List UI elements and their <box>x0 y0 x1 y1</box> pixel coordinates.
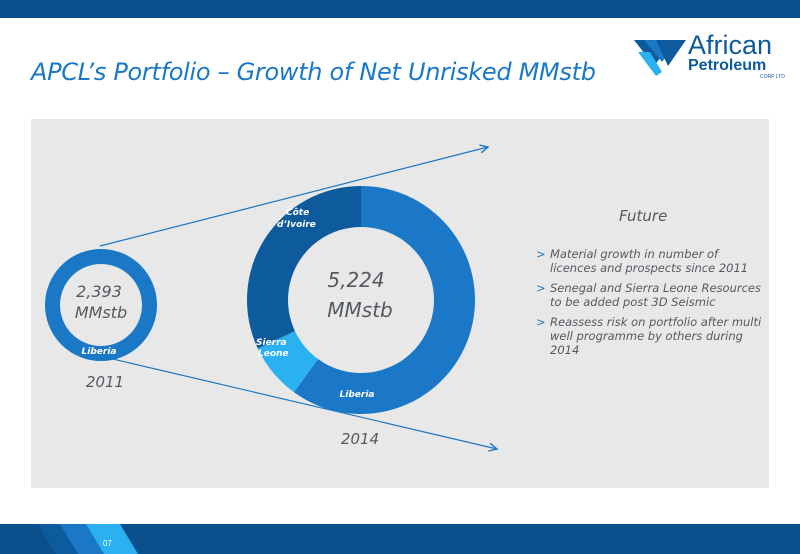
growth-arrow-upper <box>99 147 488 247</box>
donut-2011-value: 2,393 <box>76 282 122 301</box>
future-item: > Reassess risk on portfolio after multi … <box>536 315 768 357</box>
future-heading: Future <box>619 207 668 225</box>
donut-2011-slice-0 <box>45 249 157 361</box>
bottom-banner <box>0 524 800 554</box>
future-list: > Material growth in number of licences a… <box>536 247 768 363</box>
logo-text-petroleum: Petroleum <box>688 57 767 74</box>
company-logo: African Petroleum CORP LTD <box>632 30 792 80</box>
donut-2014-slice-label-sierra-leone: Sierra Leone <box>256 338 289 359</box>
donut-2014 <box>246 186 476 415</box>
donut-2014-value: 5,224 <box>327 268 384 292</box>
donut-2011-unit: MMstb <box>75 303 127 322</box>
bullet-chevron-icon: > <box>536 281 546 295</box>
donut-2014-year: 2014 <box>341 430 379 448</box>
donut-2014-slice-1 <box>257 331 319 393</box>
growth-arrow-lower <box>99 355 497 449</box>
bullet-chevron-icon: > <box>536 247 546 261</box>
donut-2014-slice-label-liberia: Liberia <box>340 390 375 400</box>
future-item: > Material growth in number of licences a… <box>536 247 768 275</box>
future-item-text: Reassess risk on portfolio after multi w… <box>550 315 762 357</box>
logo-subtext: CORP LTD <box>760 74 785 80</box>
donut-2014-slice-2 <box>246 186 361 349</box>
bullet-chevron-icon: > <box>536 315 546 329</box>
future-item: > Senegal and Sierra Leone Resources to b… <box>536 281 768 309</box>
logo-text-african: African <box>688 30 773 60</box>
future-item-text: Senegal and Sierra Leone Resources to be… <box>550 281 761 309</box>
donut-2011-year: 2011 <box>86 373 124 391</box>
donut-2014-slice-0 <box>293 186 476 415</box>
donut-2014-unit: MMstb <box>327 298 392 322</box>
donut-2011 <box>45 249 157 361</box>
top-banner <box>0 0 800 18</box>
future-item-text: Material growth in number of licences an… <box>550 247 749 275</box>
donut-2014-slice-label-cote-divoire: Côte d’Ivoire <box>277 207 316 230</box>
page-number: 07 <box>103 539 112 548</box>
slide-title: APCL’s Portfolio – Growth of Net Unriske… <box>31 58 596 86</box>
logo-mark-icon <box>634 40 686 76</box>
donut-2011-slice-label: Liberia <box>82 347 117 357</box>
footer-chevron-icon <box>38 524 138 554</box>
